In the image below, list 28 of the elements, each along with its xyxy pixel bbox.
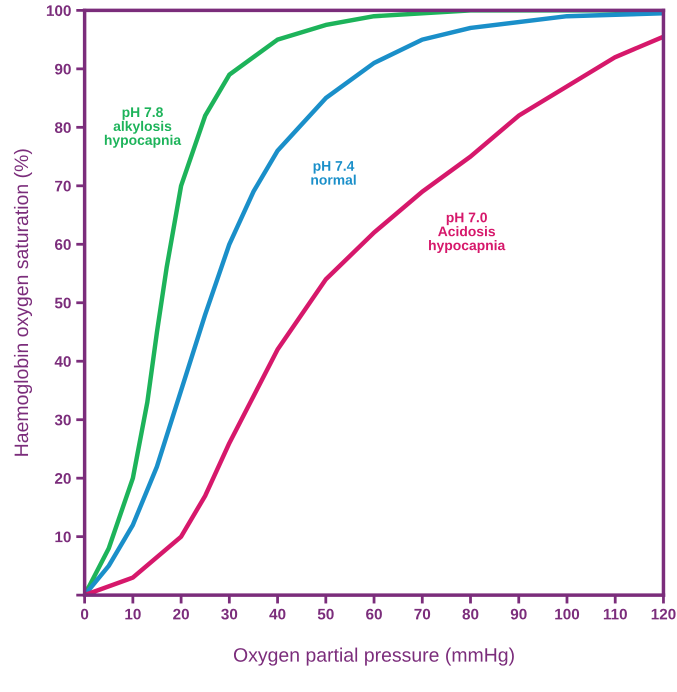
y-tick-label: 40 [54,356,71,367]
y-tick-label: 60 [54,239,71,250]
x-tick-label: 90 [510,608,527,620]
x-tick-label: 50 [318,608,334,620]
x-tick-label: 30 [221,608,238,620]
x-tick-label: 120 [652,608,676,620]
x-tick-label: 40 [269,608,286,620]
annotation: pH 7.0 Acidosis hypocapnia [429,212,506,254]
x-tick-label: 70 [414,608,430,620]
y-tick-label: 10 [55,532,71,542]
x-tick-label: 100 [555,608,580,620]
annotation: pH 7.4 normal [311,161,356,185]
y-tick-label: 30 [54,414,71,426]
y-tick-label: 70 [55,180,71,192]
y-tick-label: 100 [46,5,71,16]
x-tick-label: 110 [604,608,627,620]
y-axis-title: Haemoglobin oxygen saturation (%) [14,149,32,456]
x-axis-title: Oxygen partial pressure (mmHg) [234,648,514,666]
y-tick-label: 90 [54,64,71,75]
x-tick-label: 0 [80,608,88,620]
x-tick-label: 80 [462,608,478,620]
y-tick-label: 80 [54,122,71,134]
annotation: pH 7.8 alkylosis hypocapnia [104,107,182,148]
x-tick-label: 10 [125,608,141,620]
x-tick-label: 20 [173,608,189,620]
y-tick-label: 20 [54,473,71,484]
x-tick-label: 60 [366,608,382,620]
y-tick-label: 50 [54,298,71,308]
